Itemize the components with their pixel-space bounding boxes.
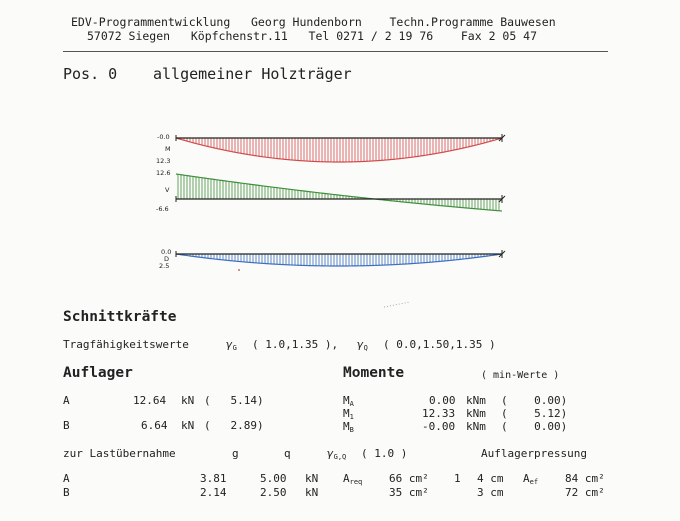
last-a-len: 4 cm — [477, 472, 504, 485]
deflection-top-value: 0.0 — [161, 248, 172, 256]
gamma-g-values: ( 1.0,1.35 ), — [252, 338, 339, 351]
auflager-a-paren: ( 5.14) — [204, 394, 264, 407]
last-b-unit: kN — [305, 486, 319, 499]
last-b-areq: 35 cm² — [389, 486, 429, 499]
moment-m1-unit: kNm — [466, 407, 486, 420]
shear-bottom-value: -6.6 — [156, 205, 169, 213]
moment-m1-paren: ( 5.12) — [501, 407, 568, 420]
tragfaehigkeit-label: Tragfähigkeitswerte — [63, 338, 189, 351]
deflection-support-slash — [498, 250, 506, 258]
last-b-aef: 72 cm² — [565, 486, 605, 499]
deflection-diagram — [175, 250, 506, 267]
moment-diagram — [175, 134, 506, 163]
position-title: allgemeiner Holzträger — [153, 65, 352, 83]
moment-support-slash — [498, 134, 506, 142]
scan-speck — [238, 269, 240, 271]
shear-support-slash — [498, 195, 506, 203]
last-b-q: 2.50 — [260, 486, 287, 499]
moment-m1-value: 12.33 — [422, 407, 456, 420]
schnittkraefte-title: Schnittkräfte — [63, 309, 177, 325]
header-rule — [63, 51, 608, 52]
auflager-b-unit: kN — [181, 419, 195, 432]
moment-top-value: -0.0 — [157, 133, 170, 141]
gamma-gq-symbol: γG,Q — [327, 447, 347, 461]
last-a-name: A — [63, 472, 70, 485]
gamma-q-symbol: γQ — [357, 338, 368, 352]
last-b-name: B — [63, 486, 70, 499]
scan-speck — [383, 301, 411, 308]
shear-top-value: 12.6 — [156, 169, 171, 177]
moment-ma-value: 0.00 — [429, 394, 456, 407]
deflection-bottom-value: 2.5 — [159, 262, 170, 270]
moment-curve — [175, 137, 503, 163]
last-a-aef: 84 cm² — [565, 472, 605, 485]
last-a-unit: kN — [305, 472, 319, 485]
auflager-title: Auflager — [63, 365, 133, 381]
momente-title: Momente — [343, 365, 405, 381]
moment-mb-unit: kNm — [466, 420, 486, 433]
moment-mb-name: MB — [343, 420, 354, 434]
auflager-b-value: 6.64 — [141, 419, 168, 432]
last-b-g: 2.14 — [200, 486, 227, 499]
last-a-areq-label: Areq — [343, 472, 363, 486]
gamma-gq-value: ( 1.0 ) — [361, 447, 408, 460]
gamma-q-values: ( 0.0,1.50,1.35 ) — [383, 338, 496, 351]
position-label: Pos. 0 — [63, 65, 118, 83]
moment-mb-paren: ( 0.00) — [501, 420, 568, 433]
last-b-len: 3 cm — [477, 486, 504, 499]
auflager-a-value: 12.64 — [133, 394, 167, 407]
moment-mb-value: -0.00 — [422, 420, 456, 433]
moment-ma-unit: kNm — [466, 394, 486, 407]
moment-bottom-value: 12.3 — [156, 157, 171, 165]
header-line-2: 57072 Siegen Köpfchenstr.11 Tel 0271 / 2… — [87, 29, 538, 43]
moment-ma-name: MA — [343, 394, 354, 408]
lastabnahme-label: zur Lastübernahme — [63, 447, 176, 460]
moment-m1-name: M1 — [343, 407, 354, 421]
header-line-1: EDV-Programmentwicklung Georg Hundenborn… — [71, 15, 556, 29]
last-a-g: 3.81 — [200, 472, 227, 485]
last-a-n: 1 — [454, 472, 461, 485]
auflager-b-name: B — [63, 419, 70, 432]
auflager-a-name: A — [63, 394, 70, 407]
col-q-header: q — [284, 447, 291, 460]
auflager-a-unit: kN — [181, 394, 195, 407]
last-a-areq: 66 cm² — [389, 472, 429, 485]
shear-curve — [175, 173, 503, 212]
deflection-curve — [175, 253, 503, 267]
shear-name: V — [165, 186, 170, 194]
gamma-g-symbol: γG — [226, 338, 237, 352]
last-a-q: 5.00 — [260, 472, 287, 485]
last-a-aef-label: Aef — [523, 472, 539, 486]
auflager-b-paren: ( 2.89) — [204, 419, 264, 432]
momente-note: ( min-Werte ) — [481, 370, 560, 381]
auflagerpressung-title: Auflagerpressung — [481, 447, 587, 460]
shear-diagram — [175, 173, 506, 212]
moment-ma-paren: ( 0.00) — [501, 394, 568, 407]
col-g-header: g — [232, 447, 239, 460]
moment-name: M — [165, 145, 171, 153]
deflection-name: D — [164, 255, 170, 263]
